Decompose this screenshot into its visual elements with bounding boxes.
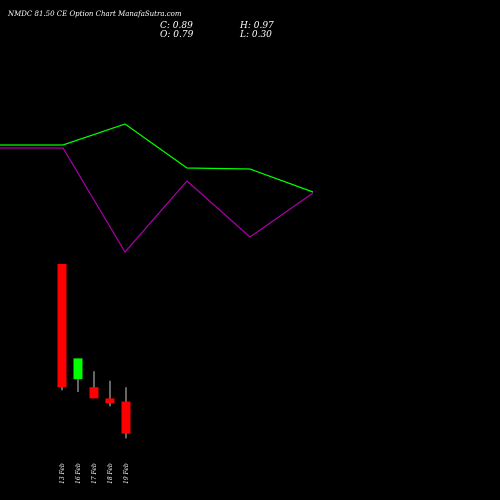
candle-body <box>89 387 99 399</box>
candle-body <box>57 264 67 388</box>
low-value: L: 0.30 <box>240 30 272 40</box>
candle-body <box>121 401 131 434</box>
high-value: H: 0.97 <box>240 21 274 31</box>
x-tick-label: 13 Feb <box>59 463 66 484</box>
x-tick-label: 17 Feb <box>91 463 98 484</box>
x-tick-label: 19 Feb <box>123 463 130 484</box>
open-value: O: 0.79 <box>160 30 194 40</box>
close-value: C: 0.89 <box>160 21 193 31</box>
candle-body <box>105 398 115 404</box>
x-tick-label: 16 Feb <box>75 463 82 484</box>
x-tick-label: 18 Feb <box>107 463 114 484</box>
indicator-line-magenta <box>0 147 314 254</box>
indicator-line-green <box>0 123 314 193</box>
candle-body <box>73 358 83 380</box>
chart-title: NMDC 81.50 CE Option Chart ManafaSutra.c… <box>8 10 182 18</box>
